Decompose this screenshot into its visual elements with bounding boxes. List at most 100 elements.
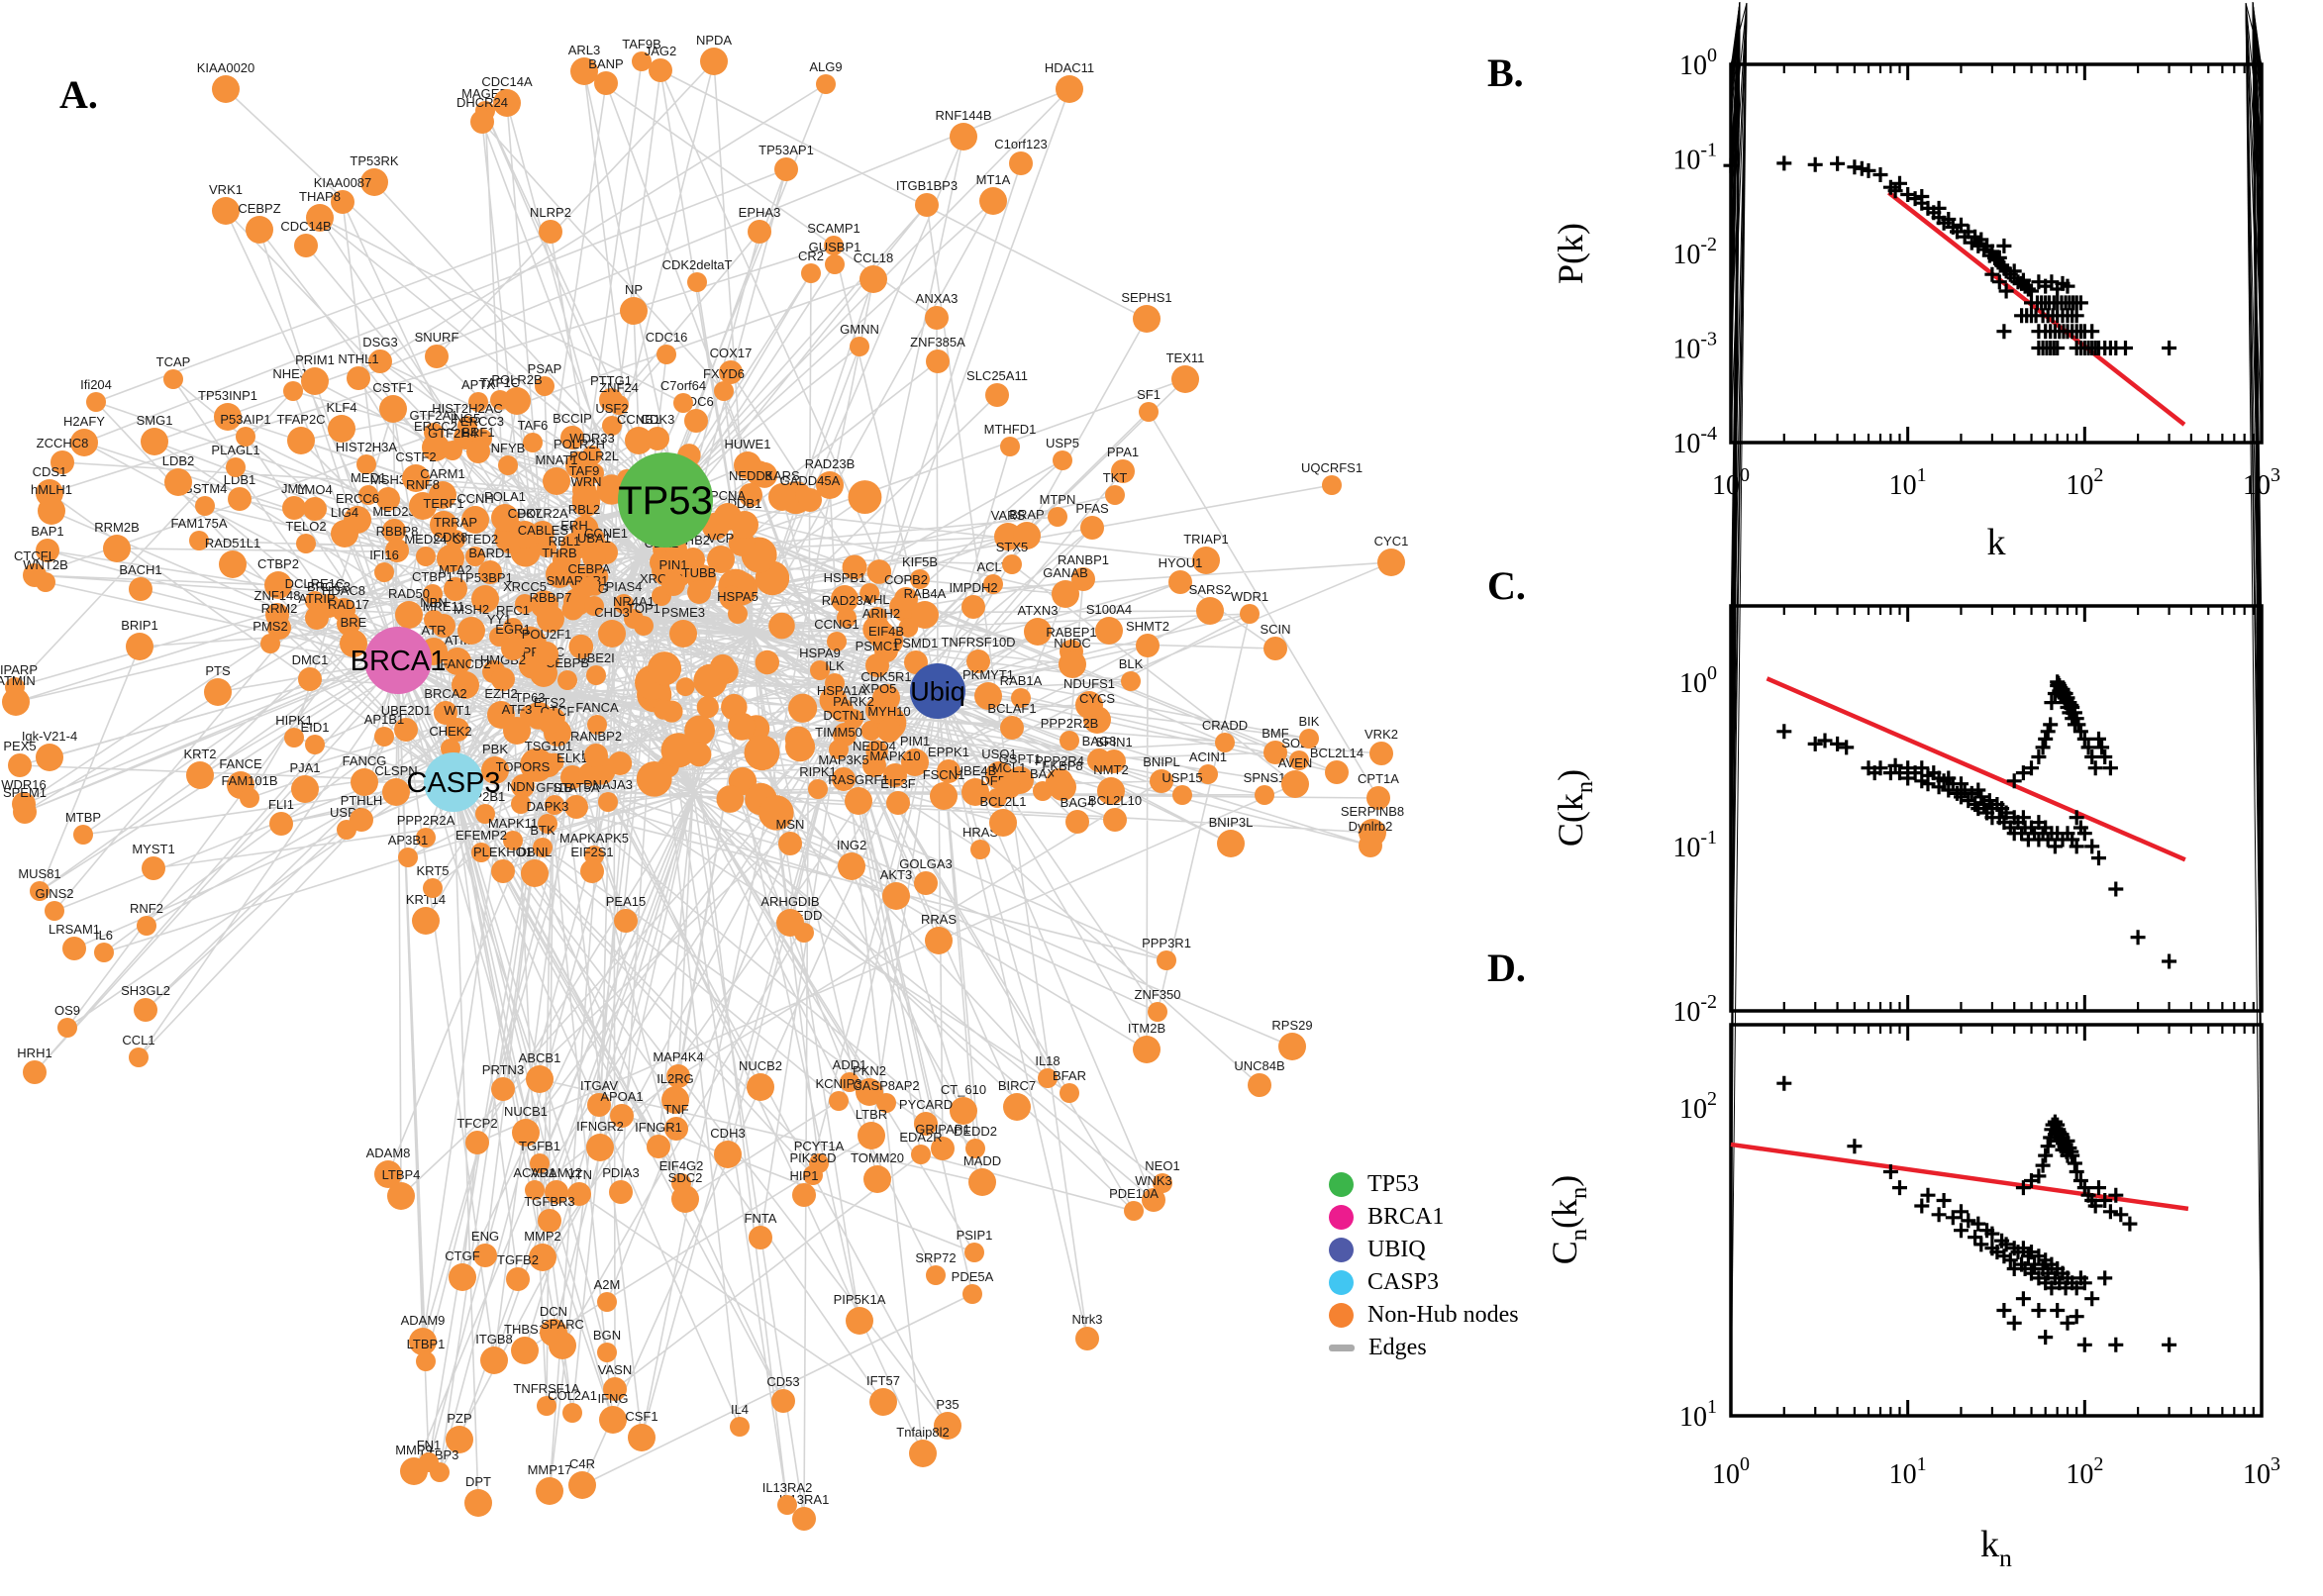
network-node — [656, 345, 676, 364]
network-node-label: BAG3 — [1082, 734, 1117, 748]
network-node-label: MRE11 — [423, 599, 464, 614]
network-node-label: ADD1 — [833, 1057, 867, 1072]
network-node — [1215, 733, 1235, 752]
network-node — [511, 1337, 539, 1364]
network-node — [859, 583, 880, 604]
network-node-label: MSN — [776, 817, 805, 832]
network-node — [376, 487, 400, 511]
tick-label: 102 — [2066, 464, 2103, 501]
network-node — [716, 785, 745, 813]
network-node-label: ADAM9 — [401, 1313, 446, 1328]
network-node-label: UBE4B — [955, 763, 997, 778]
network-node — [597, 1292, 617, 1312]
network-node — [503, 831, 523, 850]
network-node-label: POLR2H — [554, 437, 605, 451]
network-node — [675, 677, 695, 697]
network-node-label: TAF9 — [569, 463, 600, 478]
network-node-label: FXYD6 — [703, 366, 745, 381]
network-node — [687, 580, 711, 604]
network-node-label: TOMM20 — [851, 1150, 904, 1165]
network-node-label: UBE2D1 — [381, 703, 432, 718]
network-node — [212, 197, 240, 225]
network-node — [816, 74, 836, 94]
network-node — [801, 263, 821, 283]
legend-label: Non-Hub nodes — [1367, 1302, 1519, 1328]
network-node-label: NEDD4 — [853, 739, 896, 753]
network-node-label: AP1B1 — [364, 712, 404, 727]
network-node — [603, 1377, 627, 1401]
network-node-label: USP15 — [1162, 770, 1202, 785]
network-node-label: NLRP2 — [530, 205, 571, 220]
network-node-label: GRIPAP1 — [915, 1122, 969, 1137]
network-node-label: TKT — [1103, 470, 1128, 485]
network-node-label: CTCFL — [14, 549, 55, 563]
network-node — [537, 538, 556, 557]
network-node — [45, 901, 64, 921]
network-node-label: IFNGR1 — [635, 1120, 682, 1135]
network-node-label: PSME3 — [661, 605, 705, 620]
network-node-label: CABLES1 — [518, 523, 576, 538]
network-node-label: RAD23A — [822, 593, 872, 608]
network-node — [1278, 1033, 1306, 1060]
network-node-label: CSTF1 — [372, 380, 413, 395]
network-node-label: ZNF385A — [910, 335, 965, 349]
network-node-label: THRB — [542, 546, 576, 560]
network-node-label: UBE2I — [577, 650, 615, 665]
network-node-label: ITGB1BP3 — [896, 178, 958, 193]
network-node — [792, 1183, 816, 1207]
network-node-label: CDK8 — [434, 530, 468, 545]
network-node — [86, 392, 106, 412]
network-node — [73, 825, 93, 845]
network-node — [141, 428, 168, 455]
legend-item: BRCA1 — [1329, 1201, 1519, 1234]
network-node-label: ITGB8 — [475, 1332, 513, 1347]
network-node-label: BCL2L10 — [1088, 793, 1142, 808]
network-node — [1377, 549, 1405, 576]
network-node-label: SCIN — [1260, 622, 1290, 637]
network-node — [1255, 785, 1274, 805]
network-node-label: MAP4K4 — [653, 1049, 703, 1064]
network-node — [163, 369, 183, 389]
network-node-label: MTPN — [1040, 492, 1076, 507]
network-node — [475, 804, 495, 824]
network-node — [925, 306, 949, 330]
network-node-label: MADD — [963, 1153, 1001, 1168]
network-node-label: SNURF — [415, 330, 459, 345]
network-node-label: PYCARD — [899, 1097, 953, 1112]
network-node — [387, 1182, 415, 1210]
network-node — [501, 637, 525, 660]
network-node — [964, 1243, 984, 1262]
network-node — [1240, 604, 1260, 624]
network-node — [653, 699, 674, 720]
network-node — [567, 1182, 591, 1206]
network-node-label: HIP1 — [790, 1168, 819, 1183]
network-node-label: PKN2 — [853, 1063, 886, 1078]
network-node — [744, 735, 780, 771]
network-node — [473, 1244, 497, 1267]
network-node — [269, 812, 293, 836]
network-node-label: TGFB1 — [519, 1139, 560, 1153]
network-node — [1168, 570, 1192, 594]
network-node — [282, 496, 306, 520]
network-node — [755, 649, 780, 675]
tick-label: 10-2 — [1672, 991, 1717, 1028]
network-node-label: RNF144B — [935, 108, 991, 123]
network-node — [598, 620, 626, 648]
network-node — [374, 562, 394, 582]
network-node-label: SMG1 — [137, 413, 173, 428]
network-node — [1103, 808, 1127, 832]
network-node-label: SERPINB8 — [1341, 804, 1404, 819]
network-node-label: NPDA — [696, 33, 732, 48]
network-node — [696, 696, 719, 719]
tick-label: 10-2 — [1672, 234, 1717, 270]
network-node — [901, 748, 929, 776]
network-node-label: PRIM1 — [295, 352, 335, 367]
network-node-label: PTHLH — [341, 793, 383, 808]
network-node-label: TP53RK — [350, 153, 398, 168]
network-node — [444, 648, 471, 675]
tick-label: 10-1 — [1672, 140, 1717, 176]
network-node — [869, 1388, 897, 1416]
network-node — [1097, 777, 1125, 805]
network-node-label: AKT3 — [880, 867, 913, 882]
network-node — [824, 236, 844, 255]
